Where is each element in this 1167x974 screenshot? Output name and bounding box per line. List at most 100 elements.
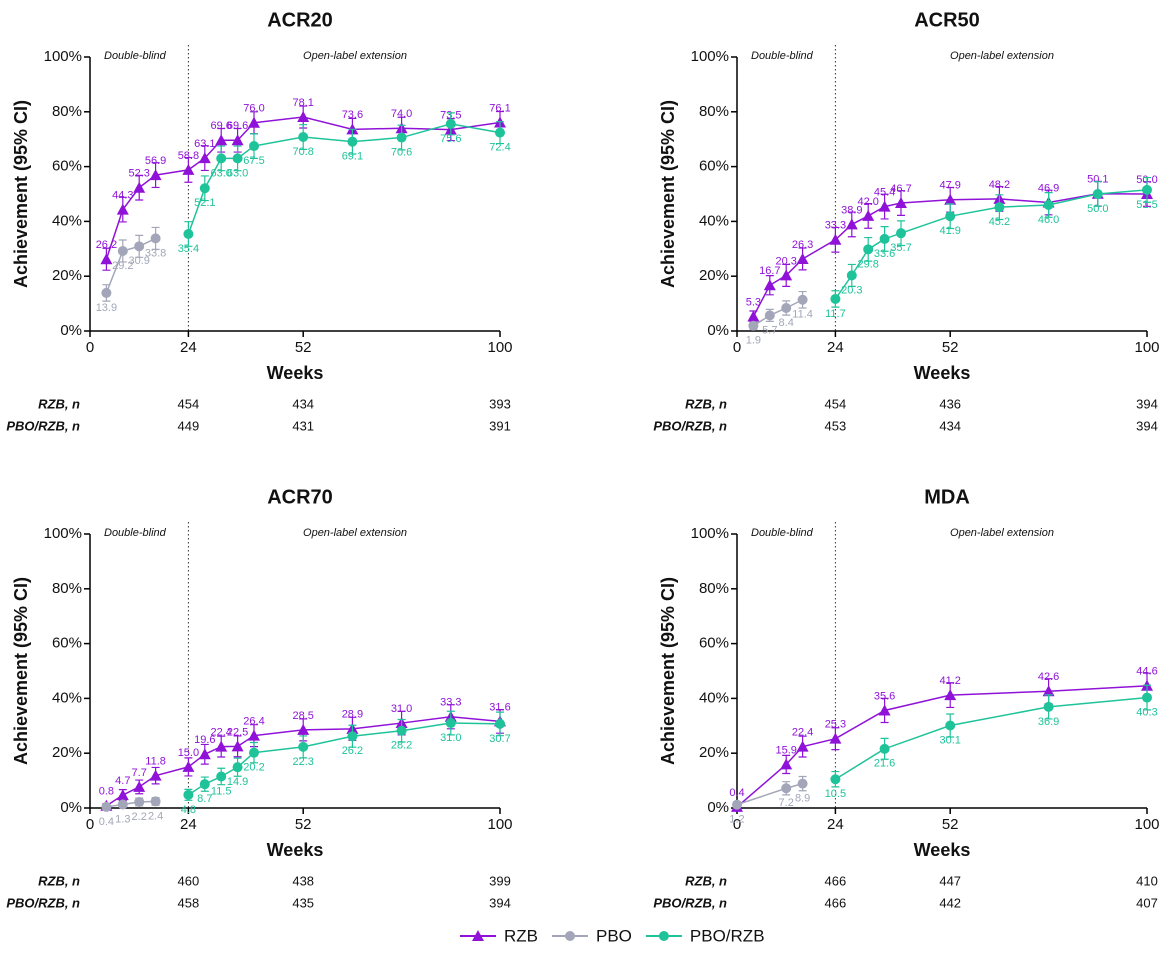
- x-tick-label: 24: [827, 339, 844, 356]
- data-label: 33.6: [874, 248, 895, 260]
- data-label: 50.1: [1087, 174, 1108, 186]
- y-tick-label: 20%: [52, 267, 82, 284]
- table-row-label: PBO/RZB, n: [653, 895, 727, 910]
- data-label: 13.9: [96, 302, 117, 314]
- triangle-marker: [133, 780, 146, 792]
- table-cell: 453: [825, 418, 847, 433]
- circle-marker: [994, 202, 1005, 213]
- circle-marker: [134, 241, 145, 252]
- triangle-marker: [878, 704, 891, 716]
- data-label: 38.9: [841, 204, 862, 216]
- table-cell: 442: [939, 895, 961, 910]
- chart-title: MDA: [924, 486, 970, 508]
- x-tick-label: 24: [180, 816, 197, 833]
- circle-marker: [445, 718, 456, 729]
- circle-marker: [1043, 199, 1054, 210]
- data-label: 76.1: [489, 102, 510, 114]
- circle-marker: [830, 774, 841, 785]
- data-label: 45.2: [989, 216, 1010, 228]
- phase-annotation: Open-label extension: [950, 50, 1054, 62]
- data-label: 56.9: [145, 155, 166, 167]
- data-label: 1.9: [746, 335, 761, 347]
- phase-annotation: Double-blind: [751, 50, 814, 62]
- data-label: 7.2: [779, 797, 794, 809]
- data-label: 5.3: [746, 296, 761, 308]
- data-label: 11.5: [211, 785, 232, 797]
- data-label: 15.9: [775, 744, 796, 756]
- phase-annotation: Open-label extension: [303, 50, 407, 62]
- data-label: 75.6: [440, 133, 461, 145]
- triangle-marker: [297, 111, 310, 123]
- triangle-marker: [198, 748, 211, 760]
- x-tick-label: 100: [1134, 816, 1159, 833]
- table-row-label: RZB, n: [38, 873, 80, 888]
- series-line: [105, 716, 501, 807]
- circle-marker: [117, 245, 128, 256]
- data-label: 8.9: [795, 793, 810, 805]
- triangle-marker: [133, 181, 146, 193]
- triangle-marker: [100, 253, 113, 265]
- data-label: 20.3: [775, 255, 796, 267]
- x-axis-label: Weeks: [267, 363, 324, 383]
- y-tick-label: 20%: [52, 744, 82, 761]
- circle-marker: [846, 270, 857, 281]
- circle-marker: [1092, 189, 1103, 199]
- data-label: 7.7: [132, 767, 147, 779]
- triangle-marker: [248, 729, 260, 741]
- x-tick-label: 0: [86, 816, 94, 833]
- circle-marker: [298, 741, 309, 752]
- y-tick-label: 100%: [44, 525, 82, 542]
- circle-marker: [732, 799, 742, 810]
- table-cell: 407: [1136, 895, 1158, 910]
- phase-annotation: Open-label extension: [950, 527, 1054, 539]
- circle-marker: [495, 127, 505, 138]
- legend-label: PBO/RZB: [690, 926, 765, 945]
- data-label: 48.2: [989, 179, 1010, 191]
- data-label: 44.3: [112, 190, 133, 202]
- triangle-marker: [472, 930, 484, 941]
- data-label: 30.9: [128, 255, 149, 267]
- data-label: 58.8: [178, 150, 199, 162]
- triangle-marker: [944, 689, 957, 701]
- circle-marker: [396, 132, 407, 143]
- table-cell: 436: [939, 396, 961, 411]
- table-cell: 399: [489, 873, 511, 888]
- table-cell: 447: [939, 873, 961, 888]
- y-tick-label: 60%: [699, 158, 729, 175]
- chart-title: ACR70: [267, 486, 333, 508]
- series-line: [834, 189, 1148, 300]
- table-cell: 394: [489, 895, 511, 910]
- circle-marker: [1142, 184, 1152, 195]
- data-label: 30.1: [939, 734, 960, 746]
- data-label: 44.6: [1136, 666, 1157, 678]
- data-label: 21.6: [874, 758, 895, 770]
- triangle-marker: [182, 760, 195, 772]
- triangle-marker: [248, 116, 260, 128]
- triangle-marker: [895, 197, 907, 209]
- data-label: 78.1: [292, 97, 313, 109]
- triangle-marker: [182, 163, 195, 175]
- data-label: 46.9: [1038, 182, 1059, 194]
- triangle-marker: [297, 723, 310, 735]
- triangle-marker: [796, 252, 809, 264]
- data-label: 4.8: [181, 804, 196, 816]
- data-label: 35.4: [178, 243, 199, 255]
- x-tick-label: 0: [86, 339, 94, 356]
- data-label: 11.4: [792, 309, 813, 321]
- data-label: 26.3: [792, 239, 813, 251]
- table-cell: 466: [825, 895, 847, 910]
- data-label: 25.3: [825, 719, 846, 731]
- data-label: 47.9: [939, 180, 960, 192]
- circle-marker: [781, 783, 792, 794]
- data-label: 67.5: [243, 155, 264, 167]
- data-label: 26.4: [243, 716, 264, 728]
- triangle-marker: [149, 169, 162, 181]
- circle-marker: [183, 229, 194, 240]
- triangle-marker: [231, 134, 244, 146]
- triangle-marker: [829, 732, 842, 744]
- table-cell: 449: [178, 418, 200, 433]
- table-cell: 431: [292, 418, 314, 433]
- table-row-label: PBO/RZB, n: [6, 418, 80, 433]
- table-cell: 460: [178, 873, 200, 888]
- data-label: 29.2: [112, 260, 133, 272]
